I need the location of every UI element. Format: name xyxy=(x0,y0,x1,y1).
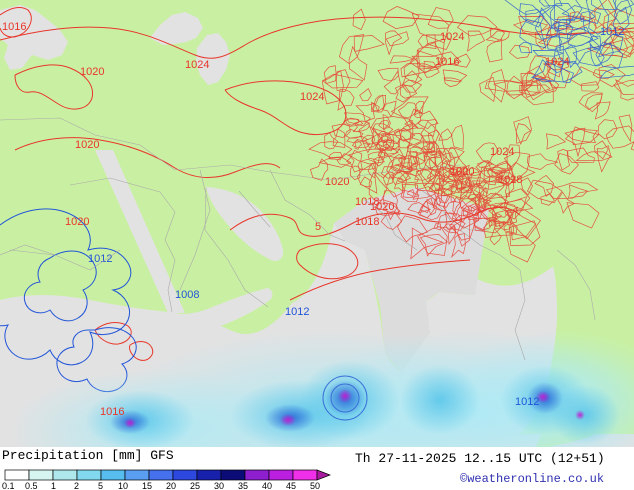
svg-text:20: 20 xyxy=(166,481,176,490)
svg-text:Th 27-11-2025 12..15 UTC (12+: Th 27-11-2025 12..15 UTC (12+51) xyxy=(355,451,605,466)
svg-text:1020: 1020 xyxy=(75,139,99,151)
svg-text:1024: 1024 xyxy=(490,146,514,158)
svg-text:1018: 1018 xyxy=(355,216,379,228)
svg-text:©weatheronline.co.uk: ©weatheronline.co.uk xyxy=(460,472,604,486)
svg-text:1020: 1020 xyxy=(65,216,89,228)
svg-text:2: 2 xyxy=(74,481,79,490)
svg-text:15: 15 xyxy=(142,481,152,490)
svg-text:1024: 1024 xyxy=(185,59,209,71)
svg-text:30: 30 xyxy=(214,481,224,490)
svg-text:0.5: 0.5 xyxy=(25,481,38,490)
svg-text:45: 45 xyxy=(286,481,296,490)
svg-text:10: 10 xyxy=(118,481,128,490)
svg-text:1024: 1024 xyxy=(300,91,324,103)
svg-text:50: 50 xyxy=(310,481,320,490)
svg-text:1012: 1012 xyxy=(515,396,539,408)
svg-text:1020: 1020 xyxy=(80,66,104,78)
svg-text:35: 35 xyxy=(238,481,248,490)
svg-text:1016: 1016 xyxy=(100,406,124,418)
svg-text:40: 40 xyxy=(262,481,272,490)
svg-text:5: 5 xyxy=(98,481,103,490)
svg-text:1: 1 xyxy=(51,481,56,490)
svg-text:0.1: 0.1 xyxy=(2,481,15,490)
svg-text:1008: 1008 xyxy=(175,289,199,301)
svg-text:1016: 1016 xyxy=(2,21,26,33)
svg-text:Precipitation [mm] GFS: Precipitation [mm] GFS xyxy=(2,448,174,463)
svg-text:1024: 1024 xyxy=(440,31,464,43)
svg-text:25: 25 xyxy=(190,481,200,490)
svg-text:1012: 1012 xyxy=(285,306,309,318)
